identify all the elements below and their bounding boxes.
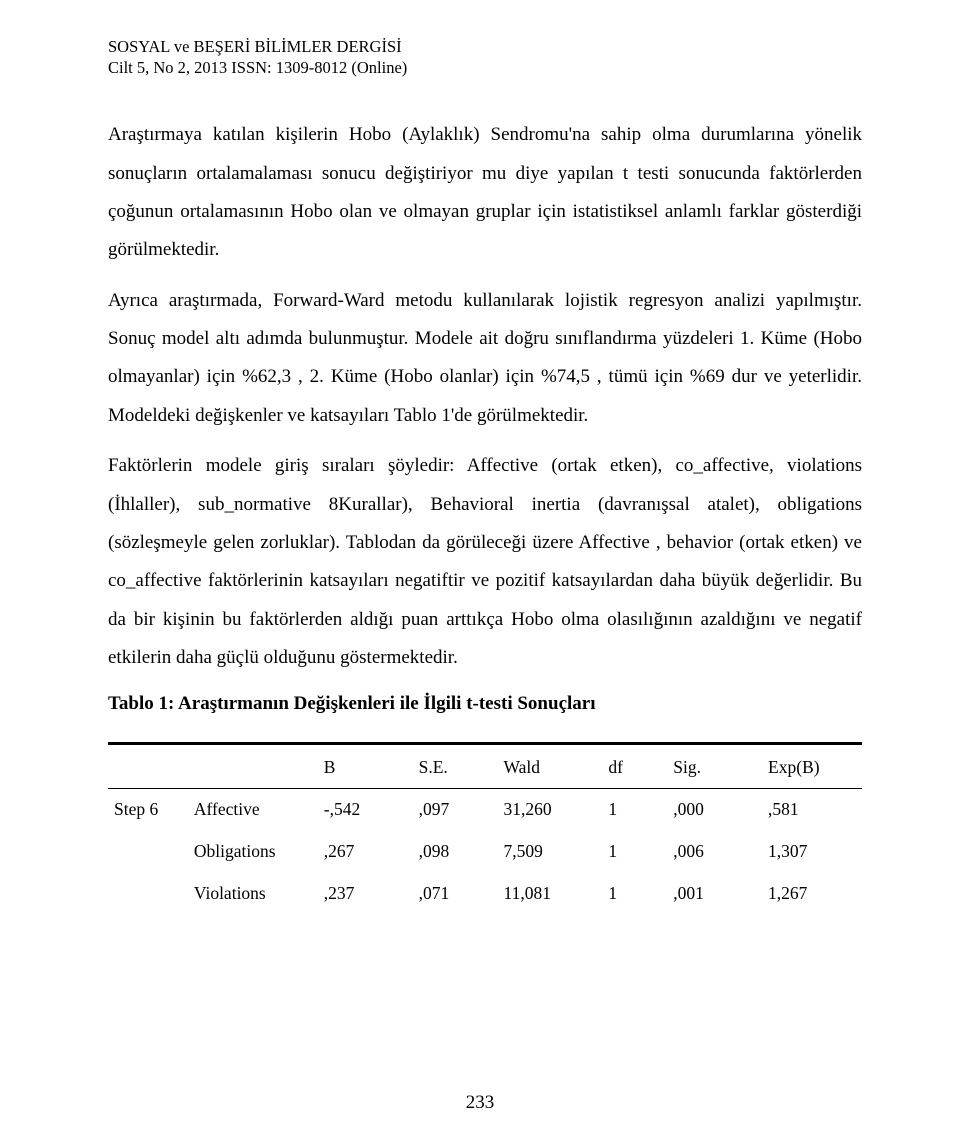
cell-B: ,237 bbox=[318, 872, 413, 914]
cell-Sig: ,006 bbox=[667, 830, 762, 872]
col-df: df bbox=[602, 743, 667, 788]
col-B: B bbox=[318, 743, 413, 788]
cell-name: Obligations bbox=[188, 830, 318, 872]
paragraph-2: Ayrıca araştırmada, Forward-Ward metodu … bbox=[108, 282, 862, 436]
cell-lead bbox=[108, 830, 188, 872]
cell-B: -,542 bbox=[318, 788, 413, 830]
cell-df: 1 bbox=[602, 830, 667, 872]
col-Sig: Sig. bbox=[667, 743, 762, 788]
table-row: Obligations ,267 ,098 7,509 1 ,006 1,307 bbox=[108, 830, 862, 872]
cell-SE: ,071 bbox=[413, 872, 498, 914]
col-lead bbox=[108, 743, 188, 788]
table-header-row: B S.E. Wald df Sig. Exp(B) bbox=[108, 743, 862, 788]
col-Wald: Wald bbox=[497, 743, 602, 788]
cell-SE: ,097 bbox=[413, 788, 498, 830]
cell-name: Affective bbox=[188, 788, 318, 830]
cell-Wald: 11,081 bbox=[497, 872, 602, 914]
cell-df: 1 bbox=[602, 872, 667, 914]
cell-ExpB: ,581 bbox=[762, 788, 862, 830]
page-number: 233 bbox=[0, 1092, 960, 1114]
cell-df: 1 bbox=[602, 788, 667, 830]
cell-Sig: ,000 bbox=[667, 788, 762, 830]
cell-ExpB: 1,267 bbox=[762, 872, 862, 914]
cell-lead bbox=[108, 872, 188, 914]
cell-ExpB: 1,307 bbox=[762, 830, 862, 872]
issue-line: Cilt 5, No 2, 2013 ISSN: 1309-8012 (Onli… bbox=[108, 57, 862, 78]
running-header: SOSYAL ve BEŞERİ BİLİMLER DERGİSİ Cilt 5… bbox=[108, 36, 862, 78]
cell-lead: Step 6 bbox=[108, 788, 188, 830]
journal-title: SOSYAL ve BEŞERİ BİLİMLER DERGİSİ bbox=[108, 36, 862, 57]
table-caption: Tablo 1: Araştırmanın Değişkenleri ile İ… bbox=[108, 689, 862, 719]
col-varname bbox=[188, 743, 318, 788]
cell-Wald: 31,260 bbox=[497, 788, 602, 830]
col-SE: S.E. bbox=[413, 743, 498, 788]
results-table: B S.E. Wald df Sig. Exp(B) Step 6 Affect… bbox=[108, 742, 862, 914]
cell-name: Violations bbox=[188, 872, 318, 914]
table-row: Step 6 Affective -,542 ,097 31,260 1 ,00… bbox=[108, 788, 862, 830]
paragraph-3: Faktörlerin modele giriş sıraları şöyled… bbox=[108, 447, 862, 677]
col-ExpB: Exp(B) bbox=[762, 743, 862, 788]
cell-Sig: ,001 bbox=[667, 872, 762, 914]
cell-B: ,267 bbox=[318, 830, 413, 872]
cell-SE: ,098 bbox=[413, 830, 498, 872]
page: SOSYAL ve BEŞERİ BİLİMLER DERGİSİ Cilt 5… bbox=[0, 0, 960, 1132]
cell-Wald: 7,509 bbox=[497, 830, 602, 872]
table-row: Violations ,237 ,071 11,081 1 ,001 1,267 bbox=[108, 872, 862, 914]
paragraph-1: Araştırmaya katılan kişilerin Hobo (Ayla… bbox=[108, 116, 862, 270]
